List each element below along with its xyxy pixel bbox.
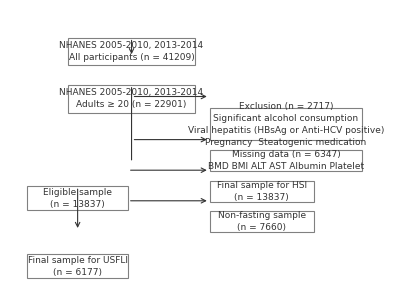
Text: Eligible sample
(n = 13837): Eligible sample (n = 13837)	[43, 188, 112, 209]
Text: NHANES 2005-2010, 2013-2014
Adults ≥ 20 (n = 22901): NHANES 2005-2010, 2013-2014 Adults ≥ 20 …	[60, 88, 204, 109]
Text: Final sample for HSI
(n = 13837): Final sample for HSI (n = 13837)	[217, 181, 307, 201]
FancyBboxPatch shape	[210, 150, 362, 171]
FancyBboxPatch shape	[210, 211, 314, 232]
FancyBboxPatch shape	[28, 255, 128, 278]
FancyBboxPatch shape	[28, 186, 128, 210]
Text: NHANES 2005-2010, 2013-2014
All participants (n = 41209): NHANES 2005-2010, 2013-2014 All particip…	[60, 41, 204, 62]
FancyBboxPatch shape	[210, 181, 314, 202]
Text: Non-fasting sample
(n = 7660): Non-fasting sample (n = 7660)	[218, 211, 306, 232]
Text: Exclusion (n = 2717)
Significant alcohol consumption
Viral hepatitis (HBsAg or A: Exclusion (n = 2717) Significant alcohol…	[188, 102, 384, 147]
FancyBboxPatch shape	[210, 108, 362, 140]
FancyBboxPatch shape	[68, 38, 195, 65]
Text: Final sample for USFLI
(n = 6177): Final sample for USFLI (n = 6177)	[28, 256, 128, 277]
FancyBboxPatch shape	[68, 85, 195, 113]
Text: Missing data (n = 6347)
BMD BMI ALT AST Albumin Platelet: Missing data (n = 6347) BMD BMI ALT AST …	[208, 150, 364, 171]
